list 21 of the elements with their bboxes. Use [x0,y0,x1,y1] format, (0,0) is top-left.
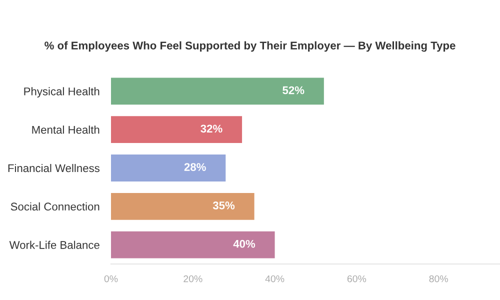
bar [111,78,324,105]
data-label: 52% [282,86,304,94]
bar [111,192,254,220]
data-label: 28% [184,163,206,171]
y-tick-label: Work-Life Balance [9,240,100,249]
y-tick-label: Financial Wellness [8,164,100,172]
chart-title: % of Employees Who Feel Supported by Their Employer — By Wellbeing Type [44,41,456,52]
y-tick-label: Physical Health [24,87,100,98]
data-label: 32% [200,124,222,133]
data-label: 35% [212,202,235,210]
x-tick-label: 80% [429,275,448,282]
x-tick-label: 40% [265,275,284,282]
bar [111,116,242,144]
x-tick-label: 20% [184,275,202,282]
y-tick-label: Social Connection [10,202,100,211]
bar [111,154,226,182]
bar [111,231,275,258]
data-label: 40% [233,240,256,248]
x-tick-label: 60% [347,275,366,282]
y-tick-label: Mental Health [32,126,100,134]
x-tick-label: 0% [104,275,118,282]
